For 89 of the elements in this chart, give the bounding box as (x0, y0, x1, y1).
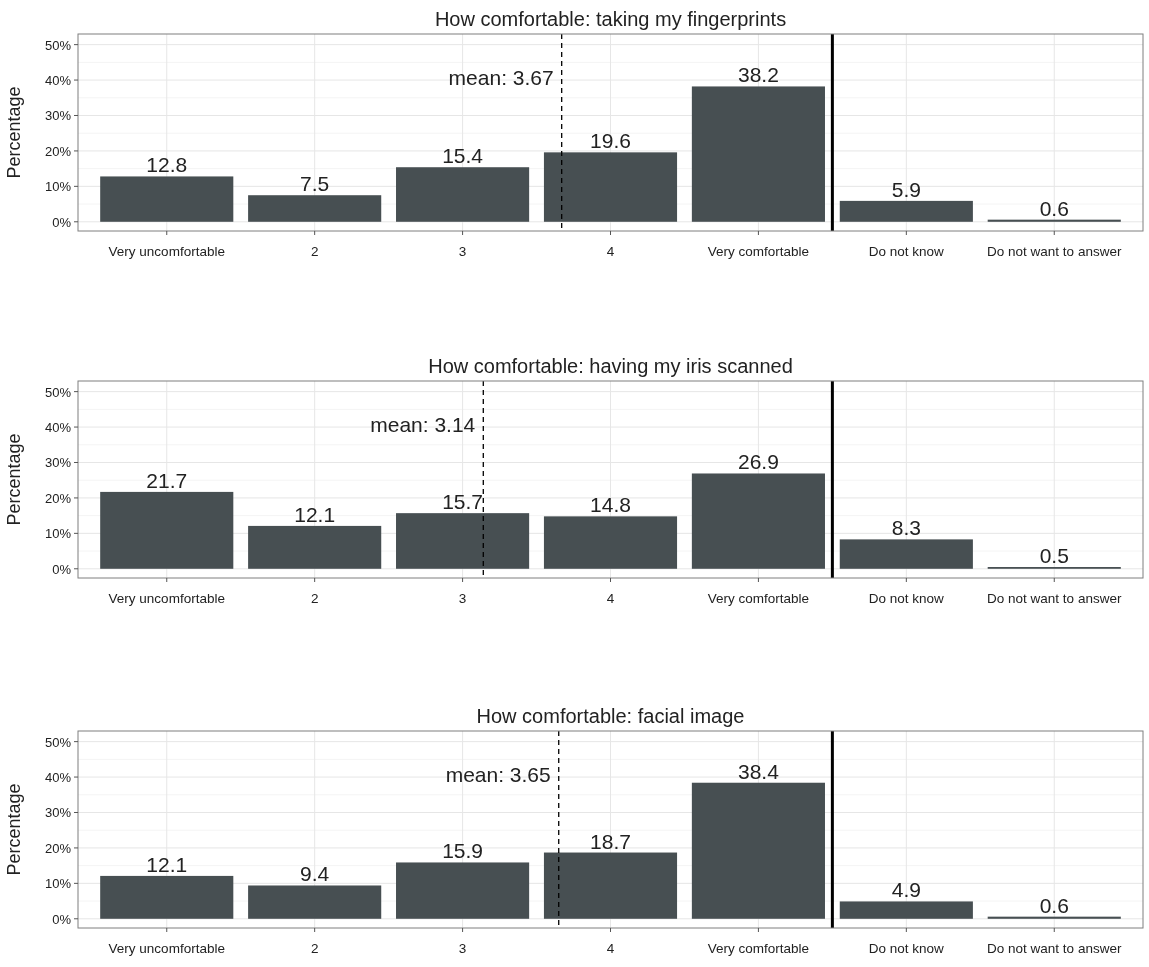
y-tick-label: 50% (44, 734, 72, 750)
y-tick-label: 20% (44, 143, 72, 159)
bar (248, 525, 382, 569)
x-tick-label: 4 (606, 941, 615, 956)
data-label: 26.9 (737, 450, 779, 474)
y-tick-label: 40% (44, 770, 72, 786)
data-label: 0.6 (1039, 196, 1069, 220)
bar (691, 782, 825, 919)
y-tick-label: 0% (52, 561, 72, 577)
x-tick-label: Do not know (868, 591, 945, 606)
data-label: 0.5 (1039, 544, 1069, 568)
data-label: 9.4 (300, 862, 330, 886)
y-axis-title: Percentage (4, 783, 24, 876)
ref-line-label: mean: 3.65 (445, 763, 551, 787)
data-label: 15.9 (442, 839, 484, 863)
x-tick-label: Do not know (868, 941, 945, 956)
x-tick-label: Do not want to answer (987, 244, 1122, 259)
data-label: 12.1 (146, 852, 188, 876)
y-axis-title: Percentage (4, 433, 24, 526)
x-tick-label: Very uncomfortable (108, 941, 225, 956)
y-tick-label: 20% (44, 840, 72, 856)
bar (100, 875, 234, 919)
data-label: 7.5 (300, 172, 330, 196)
y-tick-label: 10% (44, 526, 72, 542)
y-tick-label: 0% (52, 911, 72, 927)
x-tick-label: Do not want to answer (987, 941, 1122, 956)
y-tick-label: 30% (44, 108, 72, 124)
y-tick-label: 30% (44, 805, 72, 821)
bar (100, 491, 234, 569)
bar (691, 86, 825, 222)
chart-title: How comfortable: taking my fingerprints (434, 8, 787, 30)
bar (543, 516, 678, 569)
y-tick-label: 10% (44, 179, 72, 195)
data-label: 19.6 (590, 129, 631, 153)
data-label: 38.2 (737, 63, 779, 87)
bar (987, 916, 1121, 919)
x-tick-label: 3 (458, 591, 467, 606)
bar (839, 539, 973, 569)
ref-line-label: mean: 3.14 (370, 413, 476, 437)
chart-title: How comfortable: having my iris scanned (428, 355, 793, 377)
chart-title: How comfortable: facial image (476, 705, 745, 727)
ref-line-label: mean: 3.67 (448, 66, 554, 90)
bar (396, 513, 530, 569)
bar (543, 852, 678, 919)
bar (396, 862, 530, 919)
data-label: 12.8 (146, 153, 188, 177)
y-tick-label: 40% (44, 73, 72, 89)
y-axis-title: Percentage (4, 86, 24, 179)
data-label: 8.3 (891, 516, 921, 540)
y-tick-label: 10% (44, 876, 72, 892)
x-tick-label: Do not know (868, 244, 945, 259)
data-label: 12.1 (294, 502, 336, 526)
bar (248, 885, 382, 919)
data-label: 4.9 (891, 878, 921, 902)
bar (100, 176, 234, 222)
x-tick-label: Very comfortable (707, 591, 810, 606)
x-tick-label: Do not want to answer (987, 591, 1122, 606)
data-label: 5.9 (891, 177, 921, 201)
x-tick-label: 4 (606, 244, 615, 259)
data-label: 14.8 (590, 493, 631, 517)
data-label: 21.7 (146, 468, 188, 492)
bar (839, 200, 973, 222)
data-label: 15.7 (442, 490, 484, 514)
y-tick-label: 50% (44, 384, 72, 400)
y-tick-label: 0% (52, 214, 72, 230)
bar (839, 901, 973, 919)
bar (396, 167, 530, 222)
x-tick-label: 3 (458, 244, 467, 259)
y-tick-label: 40% (44, 420, 72, 436)
x-tick-label: 2 (310, 591, 319, 606)
x-tick-label: 4 (606, 591, 615, 606)
x-tick-label: Very uncomfortable (108, 244, 225, 259)
x-tick-label: 3 (458, 941, 467, 956)
data-label: 18.7 (590, 829, 631, 853)
data-label: 38.4 (737, 759, 780, 783)
bar (543, 152, 678, 222)
bar (691, 473, 825, 569)
data-label: 0.6 (1039, 893, 1069, 917)
bar (987, 219, 1121, 222)
x-tick-label: Very comfortable (707, 244, 810, 259)
x-tick-label: 2 (310, 941, 319, 956)
x-tick-label: 2 (310, 244, 319, 259)
x-tick-label: Very comfortable (707, 941, 810, 956)
y-tick-label: 20% (44, 490, 72, 506)
x-tick-label: Very uncomfortable (108, 591, 225, 606)
data-label: 15.4 (442, 144, 484, 168)
y-tick-label: 50% (44, 37, 72, 53)
bar (248, 195, 382, 222)
y-tick-label: 30% (44, 455, 72, 471)
